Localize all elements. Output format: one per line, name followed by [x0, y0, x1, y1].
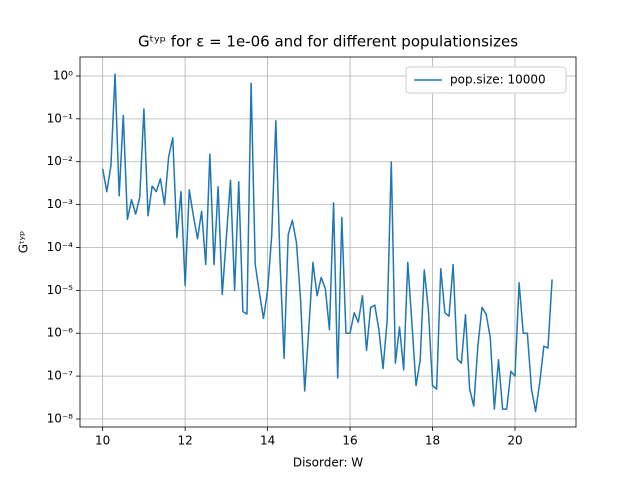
y-tick-label: 10⁻⁶	[47, 326, 74, 340]
x-axis-label: Disorder: W	[293, 456, 363, 470]
y-tick-label: 10⁻⁷	[47, 369, 74, 383]
y-tick-label: 10⁻⁴	[47, 240, 74, 254]
legend: pop.size: 10000	[405, 66, 567, 94]
x-tick-label: 10	[95, 434, 110, 448]
chart-title: Gᵗʸᵖ for ε = 1e-06 and for different pop…	[138, 33, 518, 51]
y-tick-label: 10⁻⁵	[47, 283, 74, 297]
y-tick-label: 10⁻⁸	[47, 411, 74, 425]
x-tick-label: 16	[342, 434, 357, 448]
y-tick-label: 10⁻²	[47, 154, 74, 168]
y-axis-label: Gᵗʸᵖ	[17, 231, 31, 253]
legend-box	[405, 66, 567, 94]
legend-label: pop.size: 10000	[450, 73, 546, 87]
x-tick-label: 12	[177, 434, 192, 448]
y-tick-label: 10⁻¹	[47, 111, 74, 125]
x-tick-label: 18	[425, 434, 440, 448]
axes-frame	[79, 56, 577, 428]
x-tick-label: 14	[260, 434, 275, 448]
y-tick-label: 10⁻³	[47, 197, 74, 211]
y-tick-label: 10⁰	[53, 68, 73, 82]
data-line	[101, 73, 553, 413]
x-tick-label: 20	[507, 434, 522, 448]
